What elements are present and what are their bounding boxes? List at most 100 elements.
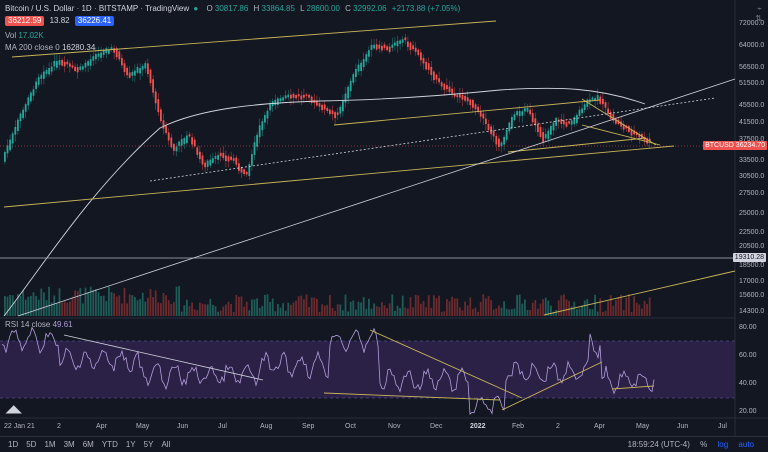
timeframe-button-1y[interactable]: 1Y [125,440,136,449]
timeframe-button-5y[interactable]: 5Y [143,440,154,449]
bid-button[interactable]: 36212.59 [5,16,45,26]
volume-bar [513,308,516,316]
price-axis[interactable]: 72000.0 64000.0 56500.0 51500.0 45500.0 41500… [739,20,764,315]
upper-channel-line[interactable] [11,20,497,58]
timeframe-button-6m[interactable]: 6M [82,440,94,449]
wedge-bottom-line[interactable] [581,124,661,146]
volume-bar [271,298,274,316]
candle-body [305,94,308,96]
rsi-ascending-line[interactable] [501,361,603,411]
candle-body [430,66,433,76]
ohlc-change: +2173.88 (+7.05%) [391,4,461,13]
volume-bar [563,294,565,316]
volume-bar [30,295,32,316]
pane-controls-2: ⇅ [755,14,762,23]
trendlines[interactable] [3,20,736,316]
candle-body [274,99,277,106]
volume-bar [430,307,433,316]
candle-body [201,155,204,165]
time-tick-label: Apr [594,423,606,430]
rsi-support-line[interactable] [323,392,501,401]
price-tick-label: 51500.0 [739,80,764,87]
volume-bar [625,297,628,316]
volume-bar [422,301,425,316]
candle-body [368,50,370,57]
candle-body [378,44,381,49]
candle-body [555,117,557,126]
candle-body [550,125,552,135]
timeframe-button-1m[interactable]: 1M [44,440,56,449]
volume-bar [92,289,95,316]
symbol-title[interactable]: Bitcoin / U.S. Dollar [5,4,75,13]
log-toggle[interactable]: log [717,440,729,449]
volume-bar [331,308,334,316]
candle-body [503,136,505,145]
clock[interactable]: 18:59:24 (UTC-4) [627,440,690,449]
volume-legend[interactable]: Vol 17.02K [5,30,44,41]
volume-bar [269,301,271,316]
candle-body [433,71,435,81]
auto-toggle[interactable]: auto [738,440,754,449]
time-tick-label: Jun [177,423,188,430]
volume-bar [32,292,35,316]
candle-body [552,122,555,131]
rsi-tick-label: 80.00 [739,324,757,331]
percent-toggle[interactable]: % [700,440,708,449]
volume-bar [568,301,570,316]
flag-lower-line[interactable] [507,137,647,153]
long-support-line[interactable] [17,78,736,317]
timeframe-button-5d[interactable]: 5D [26,440,37,449]
candle-body [87,61,89,66]
ma-legend[interactable]: MA 200 close 0 16280.34 [5,42,95,53]
candle-body [474,104,477,110]
chart-settings-icon[interactable]: ⇅ [755,14,762,23]
rsi-flat-line[interactable] [611,385,655,390]
dashed-trend-line[interactable] [149,97,716,182]
rsi-down-trendline[interactable] [63,334,264,381]
trendline-draw-icon[interactable]: ⌁ [757,4,762,13]
volume-bar [594,294,596,316]
timeframe-button-ytd[interactable]: YTD [101,440,118,449]
candle-body [479,111,482,117]
candle-body [570,120,573,125]
time-axis[interactable]: 22 Jan 21 2 Apr May Jun Jul Aug Sep Oct Nov Dec 202… [4,423,727,430]
volume-trend-line[interactable] [543,270,736,316]
volume-bar [503,301,505,316]
rsi-legend[interactable]: RSI 14 close 49.61 [5,320,73,329]
timeframe-button-all[interactable]: All [161,440,171,449]
volume-bar [459,307,461,316]
rsi-descending-line[interactable] [369,329,523,399]
candle-body [342,100,344,112]
candle-body [227,156,230,162]
volume-bar [451,296,453,316]
rsi-axis[interactable]: 80.00 60.00 40.00 20.00 [739,324,757,415]
candle-body [326,108,329,112]
ask-button[interactable]: 36226.41 [74,16,115,26]
candle-body [612,114,615,121]
candle-body [217,155,219,160]
candle-body [266,110,269,119]
volume-bar [365,308,368,316]
market-status-icon[interactable]: ● [193,4,199,13]
volume-bar [136,300,139,316]
candle-body [581,108,583,114]
candle-body [61,59,63,66]
candle-body [495,135,498,145]
candle-body [19,113,22,122]
volume-bar [61,302,63,316]
candle-body [186,135,188,143]
lower-channel-line[interactable] [3,145,675,208]
volume-bar [131,295,134,316]
volume-bar [170,303,173,316]
timeframe-button-3m[interactable]: 3M [63,440,75,449]
tradingview-logo[interactable]: ◢◣ [6,404,21,415]
rsi-trendlines[interactable] [323,329,655,411]
candle-body [58,60,61,65]
price-tick-label: 33500.0 [739,157,764,164]
candle-body [500,142,503,147]
wedge-top-line[interactable] [581,98,657,146]
timeframe-button-1d[interactable]: 1D [8,440,19,449]
flag-upper-line[interactable] [333,99,601,126]
